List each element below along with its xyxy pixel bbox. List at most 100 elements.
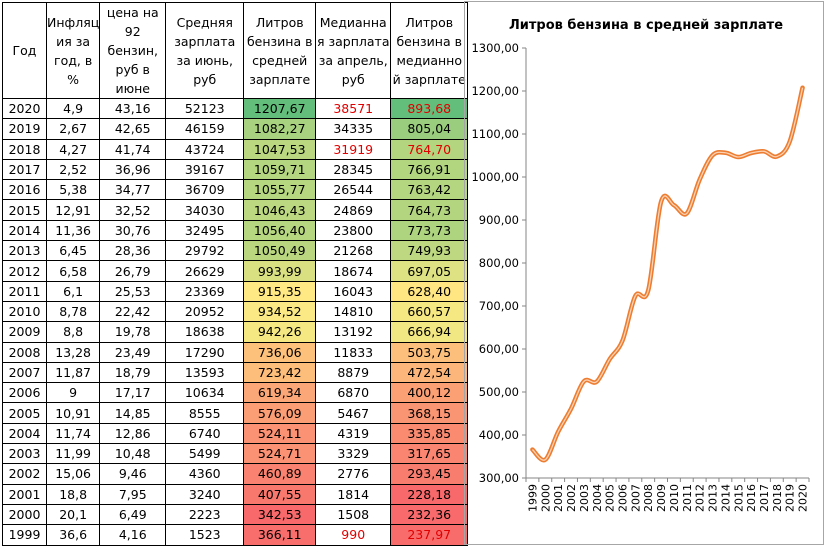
table-cell: 4,27	[47, 139, 100, 159]
x-tick-label: 2010	[668, 484, 681, 512]
table-cell: 5,38	[47, 180, 100, 200]
table-cell: 1059,71	[244, 159, 316, 179]
table-cell: 460,89	[244, 464, 316, 484]
table-cell: 1056,40	[244, 220, 316, 240]
y-tick-label: 600,00	[479, 342, 519, 356]
table-cell: 6,1	[47, 281, 100, 301]
table-cell: 34335	[316, 119, 391, 139]
table-cell: 17,17	[100, 383, 166, 403]
table-cell: 12,91	[47, 200, 100, 220]
table-cell: 15,06	[47, 464, 100, 484]
table-cell: 39167	[166, 159, 244, 179]
table-cell: 2000	[3, 504, 47, 524]
table-cell: 237,97	[391, 525, 468, 545]
column-header: Литров бензина в медианно й зарплате	[391, 3, 468, 99]
table-cell: 619,34	[244, 383, 316, 403]
table-cell: 368,15	[391, 403, 468, 423]
table-cell: 293,45	[391, 464, 468, 484]
table-cell: 2010	[3, 301, 47, 321]
x-tick-label: 2011	[681, 484, 694, 512]
table-cell: 13192	[316, 322, 391, 342]
table-cell: 42,65	[100, 119, 166, 139]
x-tick-label: 1999	[526, 484, 539, 512]
x-tick-label: 2018	[771, 484, 784, 512]
table-cell: 23800	[316, 220, 391, 240]
table-cell: 34030	[166, 200, 244, 220]
table-cell: 41,74	[100, 139, 166, 159]
table-cell: 2018	[3, 139, 47, 159]
table-cell: 1523	[166, 525, 244, 545]
table-cell: 366,11	[244, 525, 316, 545]
table-cell: 1047,53	[244, 139, 316, 159]
table-cell: 14,85	[100, 403, 166, 423]
table-cell: 28,36	[100, 241, 166, 261]
y-tick-label: 1100,00	[471, 127, 519, 141]
table-cell: 2007	[3, 362, 47, 382]
table-cell: 2016	[3, 180, 47, 200]
y-tick-label: 300,00	[479, 471, 519, 485]
table-cell: 28345	[316, 159, 391, 179]
table-cell: 2002	[3, 464, 47, 484]
table-cell: 24869	[316, 200, 391, 220]
table-cell: 32495	[166, 220, 244, 240]
table-cell: 524,71	[244, 444, 316, 464]
x-tick-label: 2016	[745, 484, 758, 512]
table-cell: 20952	[166, 301, 244, 321]
table-cell: 29792	[166, 241, 244, 261]
y-tick-label: 1000,00	[471, 170, 519, 184]
y-tick-label: 800,00	[479, 256, 519, 270]
table-cell: 2017	[3, 159, 47, 179]
table-cell: 2009	[3, 322, 47, 342]
table-cell: 43,16	[100, 99, 166, 119]
table-cell: 942,26	[244, 322, 316, 342]
x-tick-label: 2009	[655, 484, 668, 512]
y-tick-label: 1200,00	[471, 84, 519, 98]
table-cell: 1814	[316, 484, 391, 504]
x-tick-label: 2006	[616, 484, 629, 512]
table-cell: 23,49	[100, 342, 166, 362]
table-cell: 335,85	[391, 423, 468, 443]
table-cell: 36,6	[47, 525, 100, 545]
column-header: Медианна я зарплата за апрель, руб	[316, 3, 391, 99]
table-cell: 10,48	[100, 444, 166, 464]
table-cell: 38571	[316, 99, 391, 119]
chart-title: Литров бензина в средней зарплате	[509, 18, 783, 33]
line-chart: Литров бензина в средней зарплате 300,00…	[464, 1, 824, 545]
table-cell: 990	[316, 525, 391, 545]
table-cell: 12,86	[100, 423, 166, 443]
y-tick-label: 1300,00	[471, 41, 519, 55]
table-cell: 2020	[3, 99, 47, 119]
table-cell: 893,68	[391, 99, 468, 119]
table-cell: 4,9	[47, 99, 100, 119]
table-cell: 36709	[166, 180, 244, 200]
table-cell: 915,35	[244, 281, 316, 301]
y-tick-label: 500,00	[479, 385, 519, 399]
table-cell: 2,67	[47, 119, 100, 139]
column-header: Средняя зарплата за июнь, руб	[166, 3, 244, 99]
table-cell: 1082,27	[244, 119, 316, 139]
table-cell: 8879	[316, 362, 391, 382]
table-cell: 11,87	[47, 362, 100, 382]
table-cell: 22,42	[100, 301, 166, 321]
table-cell: 9	[47, 383, 100, 403]
table-cell: 26544	[316, 180, 391, 200]
table-cell: 46159	[166, 119, 244, 139]
table-cell: 766,91	[391, 159, 468, 179]
table-cell: 25,53	[100, 281, 166, 301]
table-cell: 993,99	[244, 261, 316, 281]
x-tick-label: 2019	[784, 484, 797, 512]
table-cell: 16043	[316, 281, 391, 301]
table-cell: 18674	[316, 261, 391, 281]
x-tick-label: 2000	[539, 484, 552, 512]
